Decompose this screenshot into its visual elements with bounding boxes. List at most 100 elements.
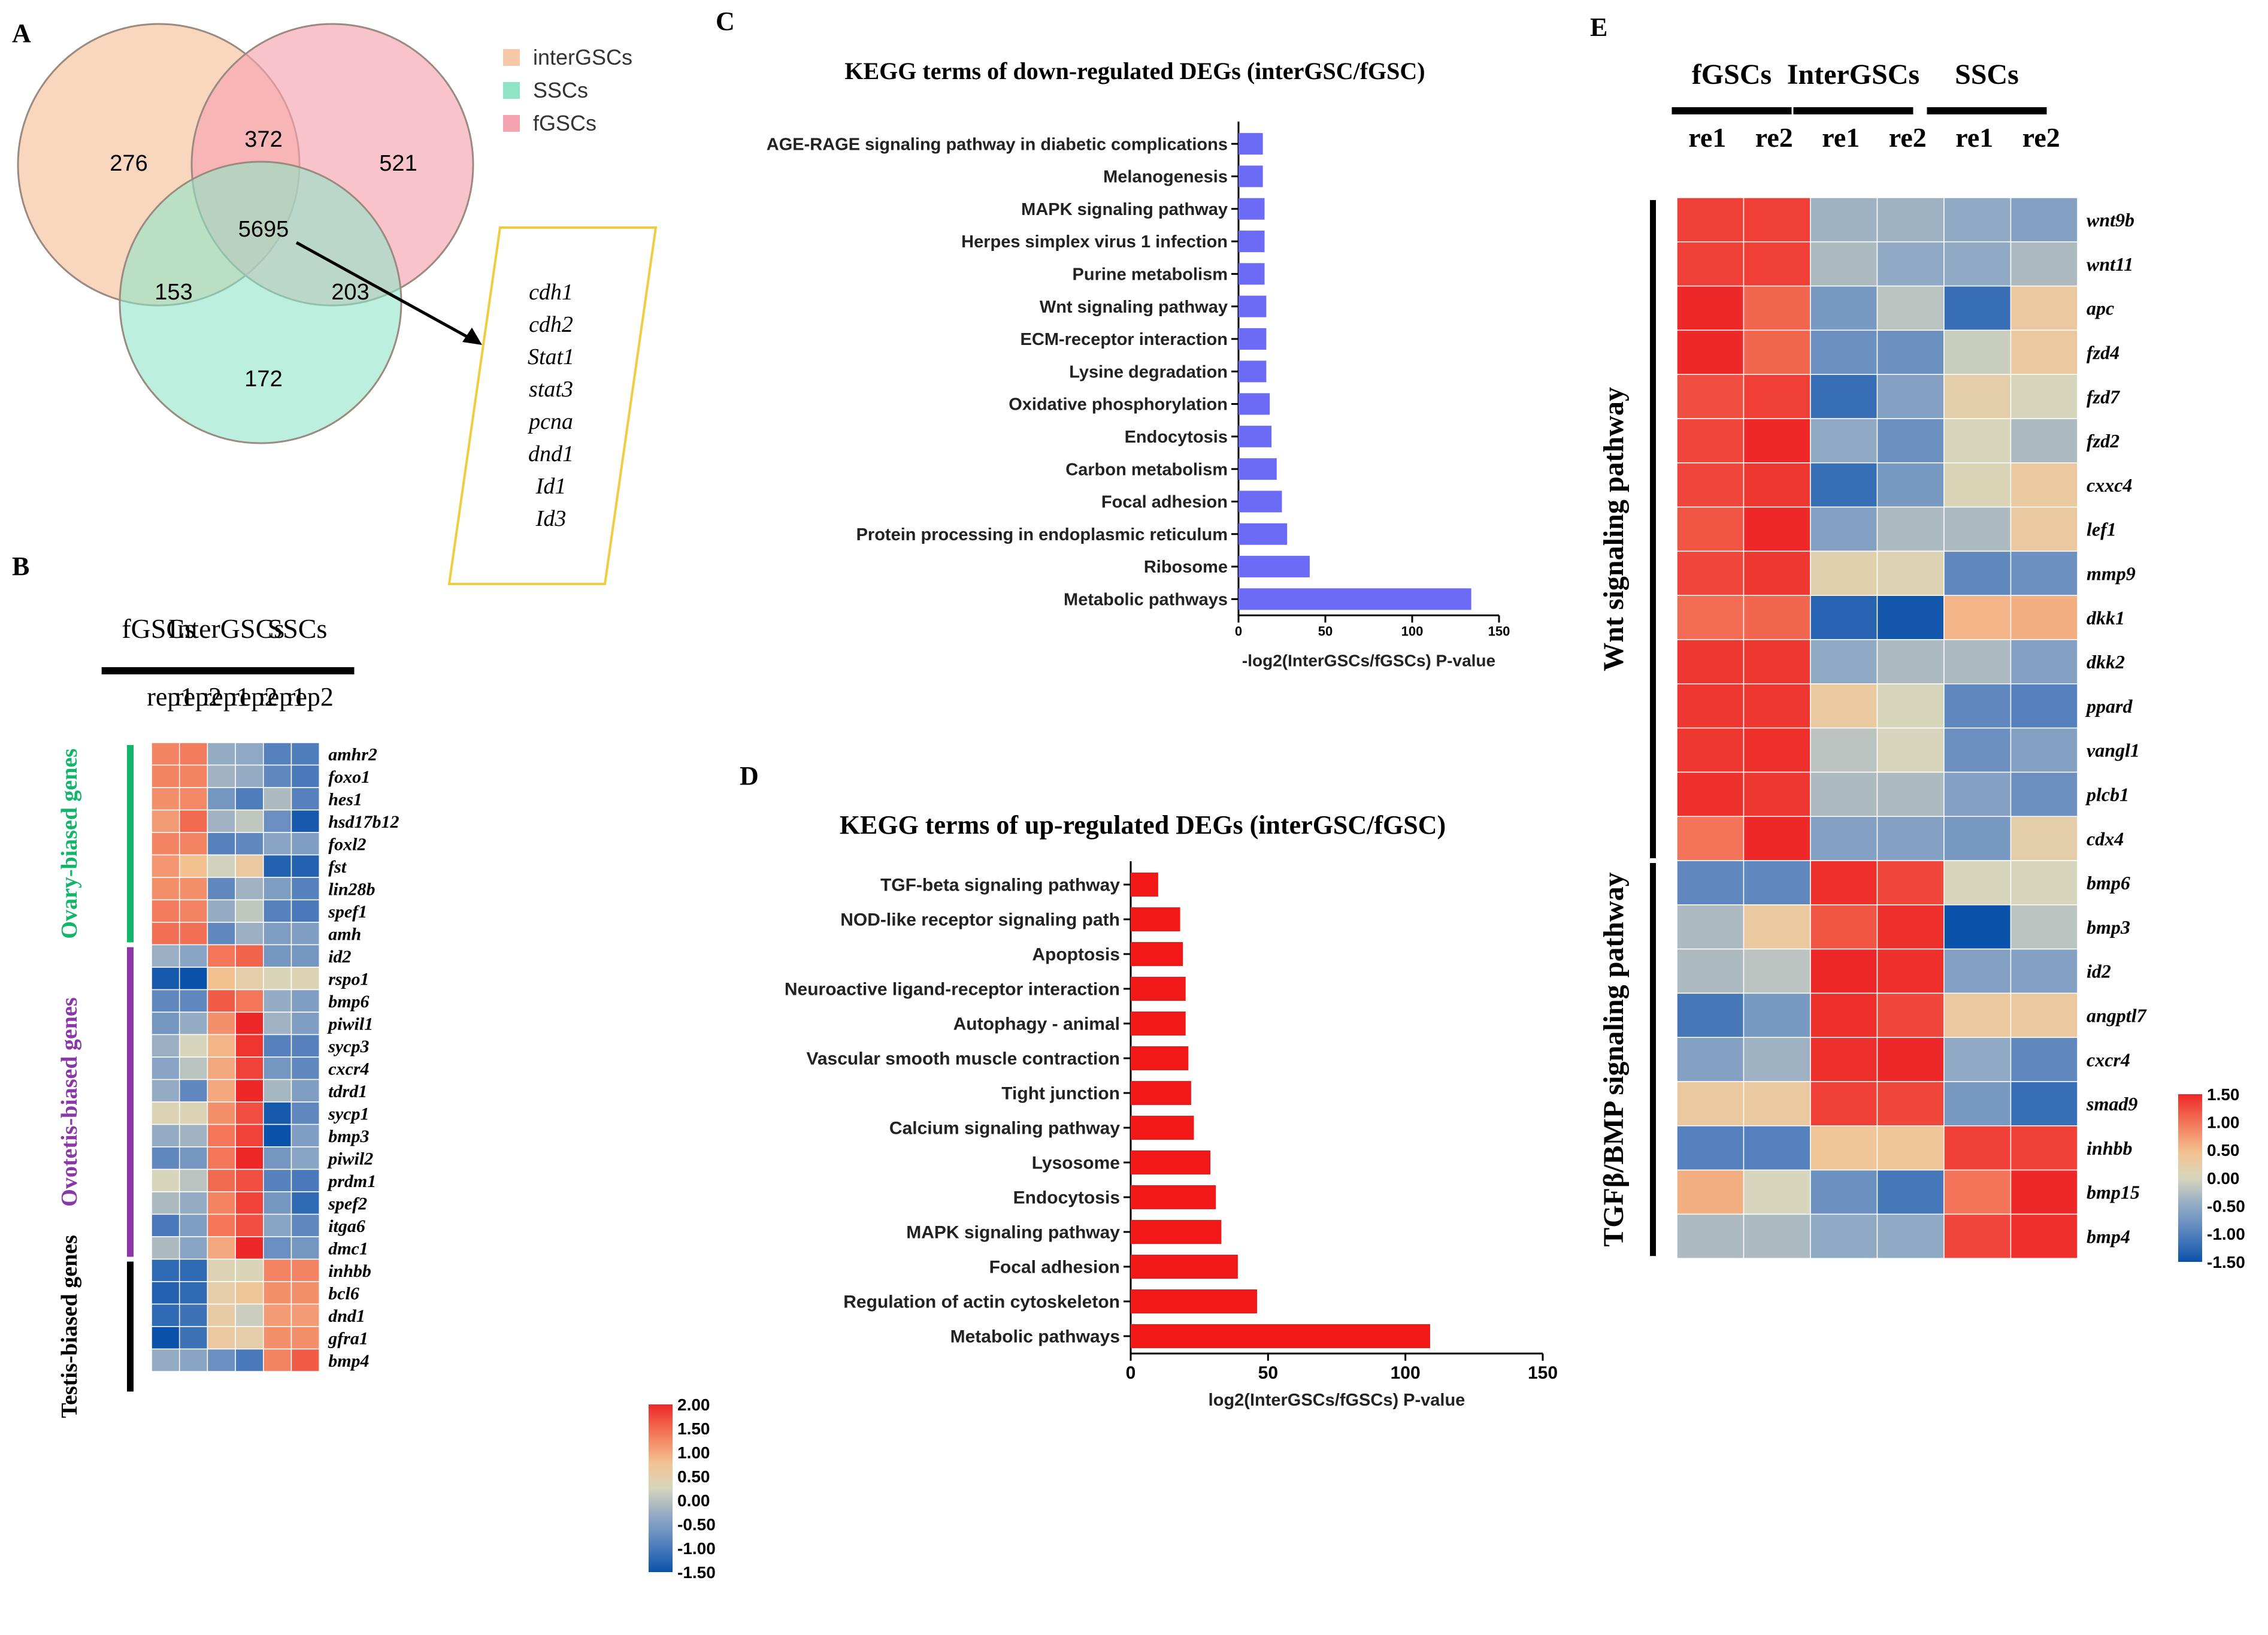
row-label: prdm1 xyxy=(326,1171,376,1191)
category-label: Calcium signaling pathway xyxy=(889,1119,1120,1139)
row-label: inhbb xyxy=(2087,1137,2132,1159)
row-label: bmp6 xyxy=(2087,872,2130,894)
callout-gene: pcna xyxy=(527,409,573,434)
row-label: gfra1 xyxy=(328,1328,368,1348)
category-label: Autophagy - animal xyxy=(953,1015,1120,1034)
heatmap-cell xyxy=(290,877,320,901)
heatmap-cell xyxy=(1876,683,1945,729)
heatmap-cell xyxy=(290,1168,320,1192)
heatmap-cell xyxy=(178,1034,208,1058)
side-group-label: Wnt signaling pathway xyxy=(1598,387,1630,671)
row-label: bmp3 xyxy=(328,1127,369,1146)
row-label: dnd1 xyxy=(328,1306,365,1326)
heatmap-cell xyxy=(1810,1125,1878,1171)
heatmap-cell xyxy=(178,1281,208,1305)
heatmap-cell xyxy=(263,967,292,991)
row-label: spef2 xyxy=(328,1194,367,1213)
category-label: Protein processing in endoplasmic reticu… xyxy=(856,525,1228,544)
side-group-label: Ovary-biased genes xyxy=(57,749,82,939)
heatmap-cell xyxy=(1876,285,1945,331)
heatmap-cell xyxy=(178,832,208,856)
heatmap-cell xyxy=(1943,1125,2012,1171)
heatmap-cell xyxy=(1743,1213,1811,1259)
row-label: cdx4 xyxy=(2087,828,2124,849)
heatmap-cell xyxy=(178,1146,208,1170)
heatmap-cell xyxy=(1810,1169,1878,1215)
heatmap-cell xyxy=(207,944,236,968)
heatmap-cell xyxy=(1810,904,1878,950)
category-label: MAPK signaling pathway xyxy=(906,1223,1120,1243)
heatmap-cell xyxy=(207,1326,236,1350)
heatmap-cell xyxy=(1943,1169,2012,1215)
heatmap-cell xyxy=(263,1146,292,1170)
heatmap-e: fGSCs InterGSCs SSCs re1 re2 re1 re2 re1 re2 wnt9… xyxy=(1598,59,2245,1271)
heatmap-cell xyxy=(1943,241,2012,287)
heatmap-cell xyxy=(1676,550,1745,596)
category-label: ECM-receptor interaction xyxy=(1021,330,1228,349)
heatmap-cell xyxy=(263,1012,292,1036)
scale-tick-label: -1.50 xyxy=(677,1563,716,1582)
heatmap-cell xyxy=(178,764,208,788)
heatmap-cell xyxy=(207,1034,236,1058)
heatmap-cell xyxy=(1743,506,1811,552)
heatmap-cell xyxy=(1810,727,1878,773)
heatmap-cell xyxy=(178,1056,208,1080)
bar xyxy=(1131,1116,1194,1140)
column-label: rep1 xyxy=(147,682,193,711)
color-scale-bar xyxy=(2178,1094,2202,1262)
heatmap-cell xyxy=(1743,992,1811,1038)
scale-tick-label: 0.00 xyxy=(677,1491,710,1510)
heatmap-cell xyxy=(2010,595,2078,640)
category-label: Tight junction xyxy=(1001,1084,1120,1104)
row-label: itga6 xyxy=(328,1216,365,1236)
bar xyxy=(1239,263,1265,285)
heatmap-cell xyxy=(2010,1037,2078,1082)
venn-count-inter-ssc: 153 xyxy=(155,280,192,305)
category-label: Carbon metabolism xyxy=(1065,460,1228,479)
heatmap-cell xyxy=(1943,1037,2012,1082)
heatmap-cell xyxy=(151,1079,180,1103)
row-label: lef1 xyxy=(2087,519,2116,540)
side-group-bar xyxy=(127,1261,134,1392)
heatmap-cell xyxy=(1943,285,2012,331)
heatmap-cell xyxy=(290,1281,320,1305)
heatmap-cell xyxy=(1810,816,1878,861)
bar xyxy=(1239,361,1267,383)
bar xyxy=(1131,907,1180,931)
x-tick-label: 150 xyxy=(1488,624,1510,639)
row-label: dmc1 xyxy=(328,1239,368,1258)
callout-gene: cdh2 xyxy=(529,312,573,337)
heatmap-cell xyxy=(1876,639,1945,685)
callout-gene: stat3 xyxy=(529,377,573,402)
bar xyxy=(1239,588,1471,610)
heatmap-cell xyxy=(1943,1213,2012,1259)
heatmap-cell xyxy=(151,742,180,766)
heatmap-cell xyxy=(1810,462,1878,508)
row-label: wnt9b xyxy=(2087,209,2134,231)
row-label: smad9 xyxy=(2086,1093,2137,1115)
column-label: rep2 xyxy=(231,682,277,711)
heatmap-cell xyxy=(235,1146,264,1170)
heatmap-cell xyxy=(1676,241,1745,287)
column-label: rep2 xyxy=(175,682,222,711)
heatmap-cell xyxy=(290,1012,320,1036)
heatmap-cell xyxy=(1676,1169,1745,1215)
heatmap-cell xyxy=(151,1146,180,1170)
heatmap-cell xyxy=(235,1281,264,1305)
group-header: fGSCs xyxy=(122,613,195,644)
heatmap-cell xyxy=(151,1326,180,1350)
row-label: bmp15 xyxy=(2087,1182,2140,1203)
heatmap-cell xyxy=(1943,683,2012,729)
callout-gene: dnd1 xyxy=(528,441,574,467)
heatmap-cell xyxy=(263,1236,292,1260)
heatmap-cell xyxy=(263,1168,292,1192)
scale-tick-label: 1.00 xyxy=(2207,1113,2240,1131)
row-label: fst xyxy=(328,857,347,877)
heatmap-cell xyxy=(1810,374,1878,419)
bar xyxy=(1239,425,1272,447)
group-header: InterGSCs xyxy=(1787,59,1919,90)
scale-tick-label: -1.00 xyxy=(2207,1225,2245,1243)
heatmap-cell xyxy=(263,832,292,856)
heatmap-cell xyxy=(263,1303,292,1327)
row-label: cxcr4 xyxy=(2087,1049,2130,1070)
